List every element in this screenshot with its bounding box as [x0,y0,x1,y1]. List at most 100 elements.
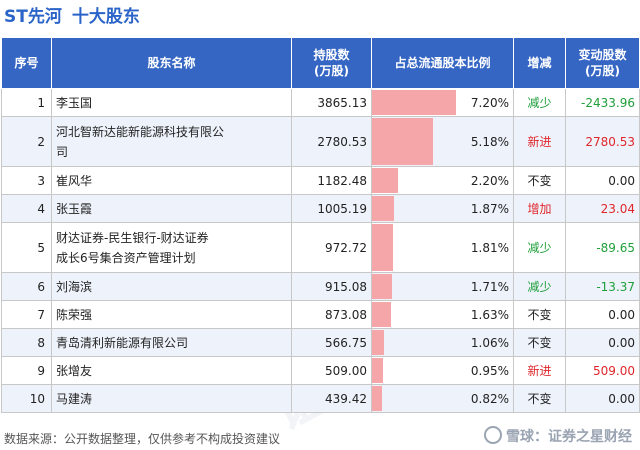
delta-shares-cell: 0.00 [565,384,640,413]
table-row: 3 崔风华 1182.48 2.20% 不变 0.00 [1,166,640,195]
delta-shares-cell: 23.04 [565,194,640,223]
ratio-cell: 1.06% [371,328,514,357]
ratio-value: 1.81% [470,240,509,255]
snowball-logo-icon [484,426,502,444]
delta-shares-cell: -2433.96 [565,88,640,117]
shares-cell: 1005.19 [291,194,372,223]
ratio-value: 1.87% [470,201,509,216]
col-change-header: 增减 [513,37,566,89]
change-status-cell: 减少 [513,272,566,301]
ratio-cell: 0.82% [371,384,514,413]
change-status-cell: 不变 [513,300,566,329]
shares-cell: 509.00 [291,356,372,385]
ratio-bar [372,196,394,221]
shareholder-name-cell: 张增友 [51,356,292,385]
ratio-value: 7.20% [470,95,509,110]
shares-cell: 566.75 [291,328,372,357]
table-row: 7 陈荣强 873.08 1.63% 不变 0.00 [1,300,640,329]
change-status-cell: 新进 [513,356,566,385]
ratio-value: 1.63% [470,307,509,322]
change-status-cell: 不变 [513,328,566,357]
table-row: 4 张玉霞 1005.19 1.87% 增加 23.04 [1,194,640,223]
ratio-bar [372,90,457,115]
brand-text: 雪球：证券之星财经 [506,429,632,445]
ratio-cell: 1.87% [371,194,514,223]
delta-shares-cell: -89.65 [565,222,640,273]
shares-cell: 873.08 [291,300,372,329]
page-title: ST先河 十大股东 [4,2,140,32]
table-row: 10 马建涛 439.42 0.82% 不变 0.00 [1,384,640,413]
ratio-bar [372,330,385,355]
ratio-bar [372,386,382,411]
rank-cell: 10 [1,384,52,413]
rank-cell: 3 [1,166,52,195]
change-status-cell: 减少 [513,88,566,117]
rank-cell: 9 [1,356,52,385]
rank-cell: 2 [1,116,52,167]
change-status-cell: 不变 [513,384,566,413]
shareholder-name-cell: 河北智新达能新能源科技有限公 司 [51,116,292,167]
table-header-row: 序号 股东名称 持股数 (万股) 占总流通股本比例 增减 变动股数 (万股) [1,37,640,89]
change-status-cell: 减少 [513,222,566,273]
delta-shares-cell: 509.00 [565,356,640,385]
rank-cell: 6 [1,272,52,301]
delta-shares-cell: -13.37 [565,272,640,301]
ratio-cell: 5.18% [371,116,514,167]
rank-cell: 4 [1,194,52,223]
shares-cell: 3865.13 [291,88,372,117]
brand-watermark: 雪球：证券之星财经 [484,426,632,446]
shareholders-table: 序号 股东名称 持股数 (万股) 占总流通股本比例 增减 变动股数 (万股) 1… [1,37,640,413]
ratio-cell: 0.95% [371,356,514,385]
shareholder-name-cell: 财达证券-民生银行-财达证券 成长6号集合资产管理计划 [51,222,292,273]
ratio-cell: 1.63% [371,300,514,329]
rank-cell: 1 [1,88,52,117]
change-status-cell: 不变 [513,166,566,195]
table-row: 1 李玉国 3865.13 7.20% 减少 -2433.96 [1,88,640,117]
col-delta-header: 变动股数 (万股) [565,37,640,89]
shareholder-name-cell: 刘海滨 [51,272,292,301]
change-status-cell: 新进 [513,116,566,167]
table-row: 6 刘海滨 915.08 1.71% 减少 -13.37 [1,272,640,301]
ratio-value: 5.18% [470,134,509,149]
shares-cell: 2780.53 [291,116,372,167]
shareholder-name-cell: 青岛清利新能源有限公司 [51,328,292,357]
rank-cell: 8 [1,328,52,357]
ratio-cell: 1.71% [371,272,514,301]
shareholder-name-cell: 马建涛 [51,384,292,413]
col-rank-header: 序号 [1,37,52,89]
shareholder-name-cell: 张玉霞 [51,194,292,223]
change-status-cell: 增加 [513,194,566,223]
ratio-value: 1.06% [470,335,509,350]
shares-cell: 915.08 [291,272,372,301]
table-row: 5 财达证券-民生银行-财达证券 成长6号集合资产管理计划 972.72 1.81% 减… [1,222,640,273]
rank-cell: 7 [1,300,52,329]
table-row: 8 青岛清利新能源有限公司 566.75 1.06% 不变 0.00 [1,328,640,357]
delta-shares-cell: 0.00 [565,300,640,329]
ratio-value: 2.20% [470,173,509,188]
ratio-bar [372,302,392,327]
ratio-bar [372,168,398,193]
col-shares-header: 持股数 (万股) [291,37,372,89]
shareholder-name-cell: 陈荣强 [51,300,292,329]
ratio-bar [372,118,433,165]
shareholder-name-cell: 崔风华 [51,166,292,195]
delta-shares-cell: 2780.53 [565,116,640,167]
table-row: 9 张增友 509.00 0.95% 新进 509.00 [1,356,640,385]
stock-code: ST先河 [4,7,62,27]
ratio-value: 1.71% [470,279,509,294]
ratio-value: 0.95% [470,363,509,378]
ratio-bar [372,274,393,299]
ratio-cell: 7.20% [371,88,514,117]
col-name-header: 股东名称 [51,37,292,89]
table-row: 2 河北智新达能新能源科技有限公 司 2780.53 5.18% 新进 2780.53 [1,116,640,167]
shares-cell: 972.72 [291,222,372,273]
ratio-bar [372,358,384,383]
delta-shares-cell: 0.00 [565,328,640,357]
shares-cell: 439.42 [291,384,372,413]
table-title: 十大股东 [71,7,140,27]
shares-cell: 1182.48 [291,166,372,195]
ratio-cell: 2.20% [371,166,514,195]
delta-shares-cell: 0.00 [565,166,640,195]
col-ratio-header: 占总流通股本比例 [371,37,514,89]
ratio-bar [372,224,394,271]
